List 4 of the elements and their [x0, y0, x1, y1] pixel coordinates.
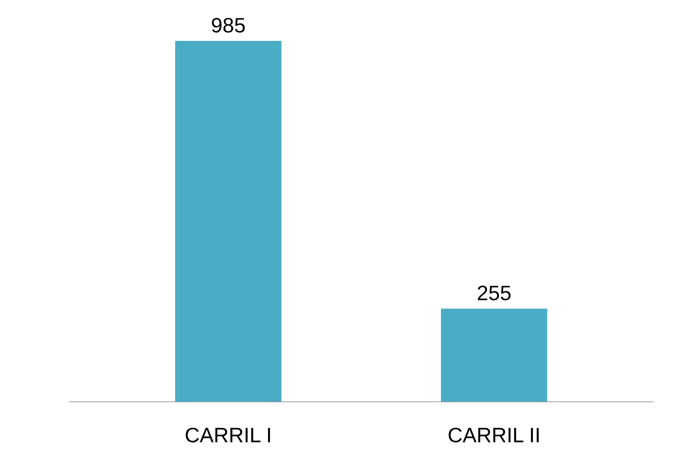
data-label: 255 [478, 286, 511, 300]
x-tick-label: CARRIL II [448, 428, 539, 442]
x-tick-label: CARRIL I [186, 428, 270, 442]
data-label: 985 [212, 18, 245, 33]
